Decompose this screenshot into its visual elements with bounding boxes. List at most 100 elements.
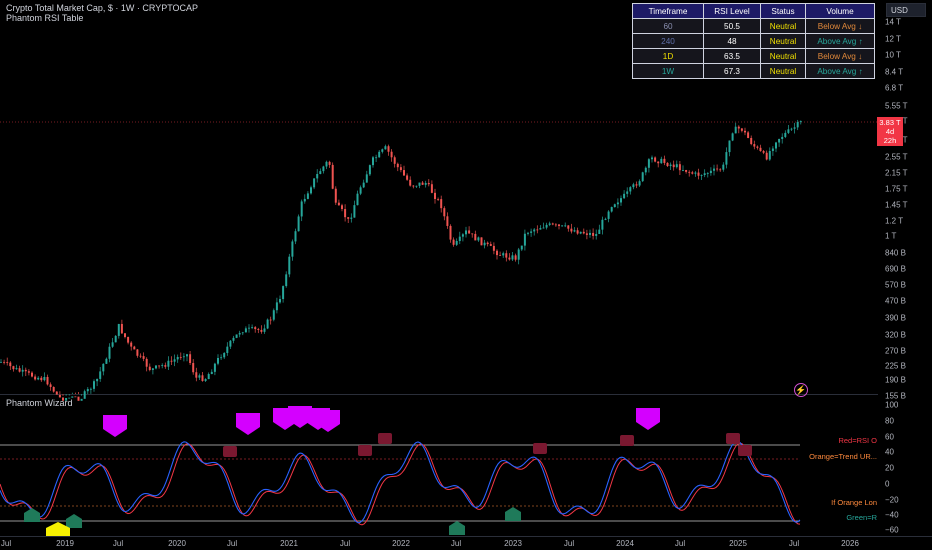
candle-body: [468, 230, 471, 234]
candle-body: [62, 397, 64, 401]
candle-body: [635, 184, 638, 186]
candle-body: [440, 199, 443, 209]
candle-body: [117, 323, 120, 336]
line-label-red: Red=RSI O: [838, 436, 877, 445]
candle-body: [589, 232, 591, 235]
time-axis-label: Jul: [0, 539, 12, 548]
status-cell: Neutral: [760, 48, 806, 64]
rsi-red-marker: [738, 445, 752, 456]
indicator-axis-label: 0: [885, 479, 890, 489]
timeframe-cell: 1W: [632, 63, 704, 79]
candle-body: [759, 147, 762, 152]
candle-body: [734, 126, 737, 134]
candle-body: [375, 157, 378, 159]
indicator-axis-label: 20: [885, 463, 894, 473]
rsi-cell: 63.5: [703, 48, 761, 64]
candle-body: [393, 157, 396, 164]
candle-body: [6, 362, 9, 363]
candle-body: [170, 360, 173, 362]
candle-body: [778, 138, 781, 143]
candle-body: [415, 185, 418, 187]
overbought-signal-marker: [103, 415, 127, 437]
candle-body: [771, 148, 774, 152]
candle-body: [24, 369, 27, 372]
candle-body: [279, 299, 281, 303]
candle-body: [297, 216, 300, 232]
price-axis-label: 12 T: [885, 34, 901, 44]
candle-body: [189, 354, 192, 363]
candle-body: [585, 233, 588, 235]
candle-body: [517, 249, 520, 260]
candle-body: [241, 332, 244, 334]
candle-body: [266, 319, 269, 329]
currency-button[interactable]: USD: [886, 3, 926, 17]
candle-body: [409, 179, 412, 186]
candle-body: [737, 126, 740, 129]
candle-body: [173, 359, 176, 362]
time-axis-label: 2025: [729, 539, 747, 548]
candle-body: [294, 231, 297, 242]
rsi-cell: 67.3: [703, 63, 761, 79]
rsi-cell: 48: [703, 33, 761, 49]
candle-body: [43, 376, 46, 381]
candle-body: [186, 354, 188, 357]
price-axis[interactable]: [878, 0, 932, 536]
rsi-line: [0, 440, 801, 524]
candle-body: [378, 151, 381, 158]
candle-body: [313, 178, 316, 188]
candle-body: [641, 172, 644, 182]
candle-body: [480, 237, 483, 246]
candle-body: [437, 198, 440, 200]
candle-body: [232, 337, 235, 341]
overbought-signal-marker: [236, 413, 260, 435]
time-axis-label: 2024: [616, 539, 634, 548]
candle-body: [96, 378, 99, 382]
price-axis-label: 1.45 T: [885, 200, 908, 210]
candle-body: [353, 205, 356, 218]
volume-cell: Above Avg ↑: [805, 33, 875, 49]
candle-body: [793, 127, 796, 129]
rsi-red-marker: [378, 433, 392, 444]
candle-body: [403, 170, 405, 176]
candle-body: [496, 250, 498, 256]
candle-body: [486, 242, 489, 245]
header-volume: Volume: [805, 3, 875, 19]
candle-body: [124, 333, 126, 337]
candle-body: [21, 369, 24, 372]
status-cell: Neutral: [760, 18, 806, 34]
candle-body: [461, 234, 464, 237]
candle-body: [616, 202, 619, 205]
indicator-axis-label: 100: [885, 400, 899, 410]
candle-body: [192, 362, 195, 373]
candle-body: [344, 209, 347, 218]
rsi-signal-line: [0, 442, 801, 526]
candle-body: [244, 328, 247, 333]
candle-body: [282, 286, 285, 300]
candle-body: [341, 205, 343, 210]
candle-body: [195, 372, 198, 378]
price-axis-label: 1 T: [885, 231, 897, 241]
candle-body: [300, 201, 303, 217]
candle-body: [9, 362, 12, 367]
candle-body: [254, 327, 257, 330]
candle-body: [533, 229, 536, 232]
candle-body: [539, 228, 542, 230]
candle-body: [133, 346, 136, 350]
candle-body: [31, 372, 33, 377]
time-axis-label: 2020: [168, 539, 186, 548]
candle-body: [465, 230, 467, 235]
candle-body: [499, 255, 502, 256]
phantom-logo-icon[interactable]: ⚡: [794, 383, 808, 397]
candle-body: [310, 187, 312, 194]
candle-body: [427, 183, 430, 185]
candle-body: [598, 229, 601, 234]
rsi-red-marker: [620, 435, 634, 446]
indicator-pane-title: Phantom Wizard: [6, 398, 73, 408]
price-axis-label: 320 B: [885, 330, 906, 340]
candle-body: [511, 255, 514, 260]
rsi-table-row: 1D 63.5 Neutral Below Avg ↓: [632, 48, 875, 64]
rsi-table-row: 1W 67.3 Neutral Above Avg ↑: [632, 63, 875, 79]
status-cell: Neutral: [760, 33, 806, 49]
candle-body: [235, 334, 238, 338]
